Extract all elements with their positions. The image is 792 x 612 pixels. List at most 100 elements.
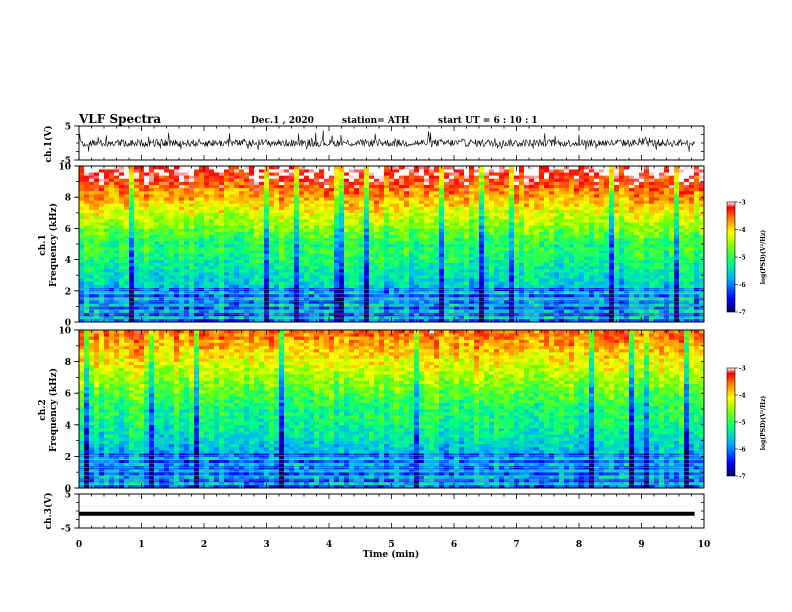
spectrogram-cell: [459, 215, 465, 220]
spectrogram-cell: [174, 312, 180, 317]
spectrogram-cell: [339, 253, 345, 257]
header-start-time: start UT = 6 : 10 : 1: [438, 116, 538, 126]
spectrogram-cell: [184, 206, 190, 210]
spectrogram-cell: [454, 309, 460, 313]
spectrogram-cell: [184, 278, 190, 282]
spectrogram-cell: [79, 215, 85, 220]
spectrogram-cell: [554, 222, 560, 226]
spectrogram-cell: [369, 228, 375, 232]
spectrogram-cell: [334, 181, 340, 186]
spectrogram-cell: [129, 262, 135, 267]
spectrogram-cell: [114, 169, 120, 173]
spectrogram-cell: [414, 244, 420, 248]
spectrogram-cell: [509, 287, 515, 292]
spectrogram-cell: [439, 222, 445, 226]
spectrogram-cell: [134, 237, 140, 242]
spectrogram-cell: [404, 219, 410, 223]
spectrogram-cell: [189, 222, 195, 226]
spectrogram-cell: [89, 253, 95, 257]
spectrogram-cell: [499, 312, 505, 317]
spectrogram-cell: [184, 309, 190, 313]
spectrogram-cell: [484, 187, 490, 192]
spectrogram-cell: [464, 184, 470, 189]
spectrogram-cell: [499, 200, 505, 204]
spectrogram-cell: [169, 318, 175, 323]
spectrogram-cell: [239, 197, 245, 201]
spectrogram-cell: [159, 209, 165, 214]
spectrogram-cell: [534, 265, 540, 270]
spectrogram-cell: [539, 297, 545, 301]
spectrogram-cell: [329, 212, 335, 217]
spectrogram-cell: [494, 228, 500, 232]
spectrogram-cell: [469, 275, 475, 279]
spectrogram-cell: [94, 231, 100, 235]
spectrogram-cell: [564, 197, 570, 201]
spectrogram-cell: [304, 225, 310, 229]
spectrogram-cell: [459, 268, 465, 273]
spectrogram-cell: [569, 172, 575, 176]
spectrogram-cell: [99, 290, 105, 295]
spectrogram-cell: [484, 244, 490, 248]
spectrogram-cell: [314, 315, 320, 320]
spectrogram-cell: [199, 262, 205, 267]
spectrogram-cell: [254, 297, 260, 301]
spectrogram-cell: [149, 284, 155, 288]
spectrogram-cell: [259, 175, 265, 179]
spectrogram-cell: [119, 240, 125, 245]
spectrogram-cell: [94, 318, 100, 323]
spectrogram-cell: [209, 315, 215, 320]
spectrogram-cell: [219, 259, 225, 264]
spectrogram-cell: [404, 240, 410, 245]
spectrogram-cell: [169, 197, 175, 201]
spectrogram-cell: [524, 172, 530, 176]
spectrogram-cell: [194, 293, 200, 298]
spectrogram-cell: [94, 278, 100, 282]
spectrogram-cell: [489, 293, 495, 298]
spectrogram-cell: [184, 256, 190, 260]
spectrogram-cell: [339, 309, 345, 313]
spectrogram-cell: [339, 259, 345, 264]
spectrogram-cell: [219, 215, 225, 220]
spectrogram-cell: [264, 309, 270, 313]
spectrogram-cell: [474, 253, 480, 257]
spectrogram-cell: [164, 309, 170, 313]
spectrogram-cell: [369, 268, 375, 273]
spectrogram-cell: [144, 209, 150, 214]
spectrogram-cell: [474, 306, 480, 310]
spectrogram-cell: [444, 259, 450, 264]
spectrogram-cell: [314, 212, 320, 217]
spectrogram-cell: [144, 228, 150, 232]
spectrogram-cell: [254, 197, 260, 201]
spectrogram-cell: [314, 287, 320, 292]
spectrogram-cell: [374, 256, 380, 260]
spectrogram-cell: [109, 219, 115, 223]
spectrogram-cell: [289, 219, 295, 223]
spectrogram-cell: [174, 272, 180, 276]
spectrogram-cell: [384, 234, 390, 239]
spectrogram-cell: [419, 175, 425, 179]
spectrogram-cell: [559, 250, 565, 254]
spectrogram-cell: [254, 222, 260, 226]
spectrogram-cell: [169, 219, 175, 223]
spectrogram-cell: [389, 200, 395, 204]
spectrogram-cell: [139, 312, 145, 317]
spectrogram-cell: [519, 247, 525, 251]
spectrogram-cell: [144, 231, 150, 235]
spectrogram-cell: [139, 303, 145, 307]
spectrogram-cell: [319, 234, 325, 239]
spectrogram-cell: [124, 262, 130, 267]
spectrogram-cell: [389, 231, 395, 235]
spectrogram-cell: [79, 290, 85, 295]
spectrogram-cell: [309, 278, 315, 282]
spectrogram-cell: [159, 247, 165, 251]
spectrogram-cell: [454, 166, 460, 170]
spectrogram-cell: [379, 194, 385, 198]
spectrogram-cell: [439, 231, 445, 235]
spectrogram-cell: [499, 166, 505, 170]
spectrogram-cell: [424, 284, 430, 288]
spectrogram-cell: [529, 231, 535, 235]
spectrogram-cell: [364, 184, 370, 189]
spectrogram-cell: [344, 244, 350, 248]
spectrogram-cell: [199, 209, 205, 214]
spectrogram-cell: [509, 175, 515, 179]
